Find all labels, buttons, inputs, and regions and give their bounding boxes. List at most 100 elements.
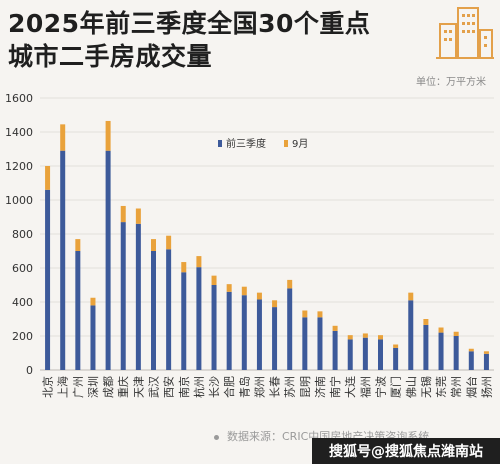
- bar-q1q3: [256, 299, 262, 370]
- bar-q1q3: [317, 317, 323, 370]
- bar-sep: [120, 205, 126, 223]
- bullet-icon: [214, 434, 219, 440]
- legend-swatch-q1q3: [218, 140, 222, 147]
- bar-sep: [362, 333, 368, 338]
- bar-q1q3: [226, 291, 232, 370]
- x-tick-label: 佛山: [405, 376, 418, 398]
- bar-q1q3: [166, 249, 172, 370]
- bar-sep: [166, 235, 172, 250]
- bar-sep: [151, 239, 156, 251]
- bar-sep: [135, 208, 141, 224]
- x-tick-label: 福州: [358, 376, 372, 398]
- x-tick-label: 南宁: [328, 376, 342, 398]
- x-tick-label: 北京: [41, 376, 55, 398]
- y-tick-label: 400: [12, 296, 33, 309]
- bar-sep: [45, 166, 51, 190]
- x-tick-label: 宁波: [374, 376, 388, 398]
- x-tick-label: 无锡: [419, 376, 433, 398]
- bar-q1q3: [211, 285, 217, 370]
- bar-q1q3: [332, 330, 338, 370]
- bar-sep: [317, 311, 323, 318]
- bar-q1q3: [196, 267, 202, 370]
- bar-sep: [378, 335, 383, 340]
- x-tick-label: 苏州: [284, 376, 297, 398]
- bar-sep: [241, 286, 247, 296]
- bar-q1q3: [45, 189, 51, 370]
- x-tick-label: 青岛: [237, 376, 251, 398]
- x-tick-label: 成都: [102, 376, 115, 398]
- bar-sep: [226, 284, 232, 292]
- bar-q1q3: [90, 305, 96, 370]
- bar-q1q3: [120, 222, 126, 370]
- bar-q1q3: [423, 324, 429, 370]
- bar-q1q3: [60, 150, 66, 370]
- y-tick-label: 600: [12, 262, 33, 275]
- bar-sep: [60, 124, 66, 151]
- bar-sep: [272, 300, 278, 308]
- bar-sep: [181, 262, 187, 273]
- x-tick-label: 深圳: [87, 376, 100, 398]
- x-tick-label: 烟台: [464, 376, 478, 398]
- bar-q1q3: [105, 150, 111, 370]
- x-tick-label: 东莞: [435, 376, 448, 398]
- x-tick-label: 南京: [177, 376, 191, 398]
- y-tick-label: 200: [12, 330, 33, 343]
- x-tick-label: 常州: [450, 376, 463, 398]
- bar-q1q3: [483, 353, 489, 370]
- buildings-icon: [436, 7, 494, 59]
- x-tick-label: 天津: [132, 376, 145, 398]
- legend-label: 9月: [292, 138, 308, 150]
- bar-q1q3: [393, 347, 399, 370]
- x-tick-label: 重庆: [116, 376, 130, 398]
- bar-sep: [256, 292, 262, 300]
- unit-label: 单位：万平方米: [416, 77, 486, 88]
- x-tick-label: 长春: [269, 376, 282, 398]
- bar-q1q3: [181, 272, 187, 370]
- bar-q1q3: [362, 337, 368, 370]
- bar-sep: [332, 325, 338, 331]
- y-tick-label: 1600: [5, 92, 33, 105]
- bar-q1q3: [468, 351, 474, 370]
- bar-sep: [287, 279, 293, 289]
- bar-sep: [90, 297, 96, 306]
- bar-q1q3: [378, 339, 383, 370]
- bar-q1q3: [135, 223, 141, 370]
- bar-sep: [302, 310, 308, 318]
- x-tick-label: 长沙: [208, 376, 221, 398]
- bar-q1q3: [272, 307, 278, 370]
- bar-sep: [196, 256, 202, 268]
- x-tick-label: 郑州: [252, 376, 266, 398]
- y-tick-label: 0: [26, 364, 33, 377]
- bar-sep: [483, 351, 489, 354]
- bar-q1q3: [75, 251, 81, 370]
- bar-q1q3: [408, 300, 414, 370]
- chart-title-line2: 城市二手房成交量: [8, 42, 213, 71]
- x-tick-label: 西安: [162, 376, 176, 398]
- x-tick-label: 昆明: [299, 376, 312, 398]
- bar-q1q3: [453, 336, 459, 370]
- x-tick-label: 武汉: [148, 376, 161, 398]
- bar-sep: [347, 335, 353, 340]
- legend-label: 前三季度: [226, 137, 266, 150]
- legend-swatch-sep: [284, 140, 288, 147]
- bar-sep: [393, 344, 399, 348]
- bar-sep: [211, 275, 217, 285]
- y-tick-label: 1000: [5, 194, 33, 207]
- bar-sep: [423, 319, 429, 325]
- bar-sep: [468, 348, 474, 352]
- y-tick-label: 800: [12, 228, 33, 241]
- x-tick-label: 厦门: [389, 376, 403, 398]
- bar-sep: [438, 327, 444, 333]
- bar-chart: 0 200 400 600 800 1000 1200 1400 1600 北京 上海 广州 深圳 成都…: [5, 92, 494, 398]
- bar-q1q3: [438, 332, 444, 370]
- bar-sep: [408, 292, 414, 301]
- chart-title-line1: 2025年前三季度全国30个重点: [8, 9, 371, 38]
- x-tick-label: 杭州: [192, 376, 206, 398]
- bar-q1q3: [302, 317, 308, 370]
- bar-sep: [453, 331, 459, 336]
- x-tick-label: 合肥: [222, 376, 236, 398]
- x-tick-label: 济南: [313, 376, 327, 398]
- y-tick-label: 1200: [5, 160, 33, 173]
- bar-q1q3: [241, 295, 247, 370]
- y-tick-label: 1400: [5, 126, 33, 139]
